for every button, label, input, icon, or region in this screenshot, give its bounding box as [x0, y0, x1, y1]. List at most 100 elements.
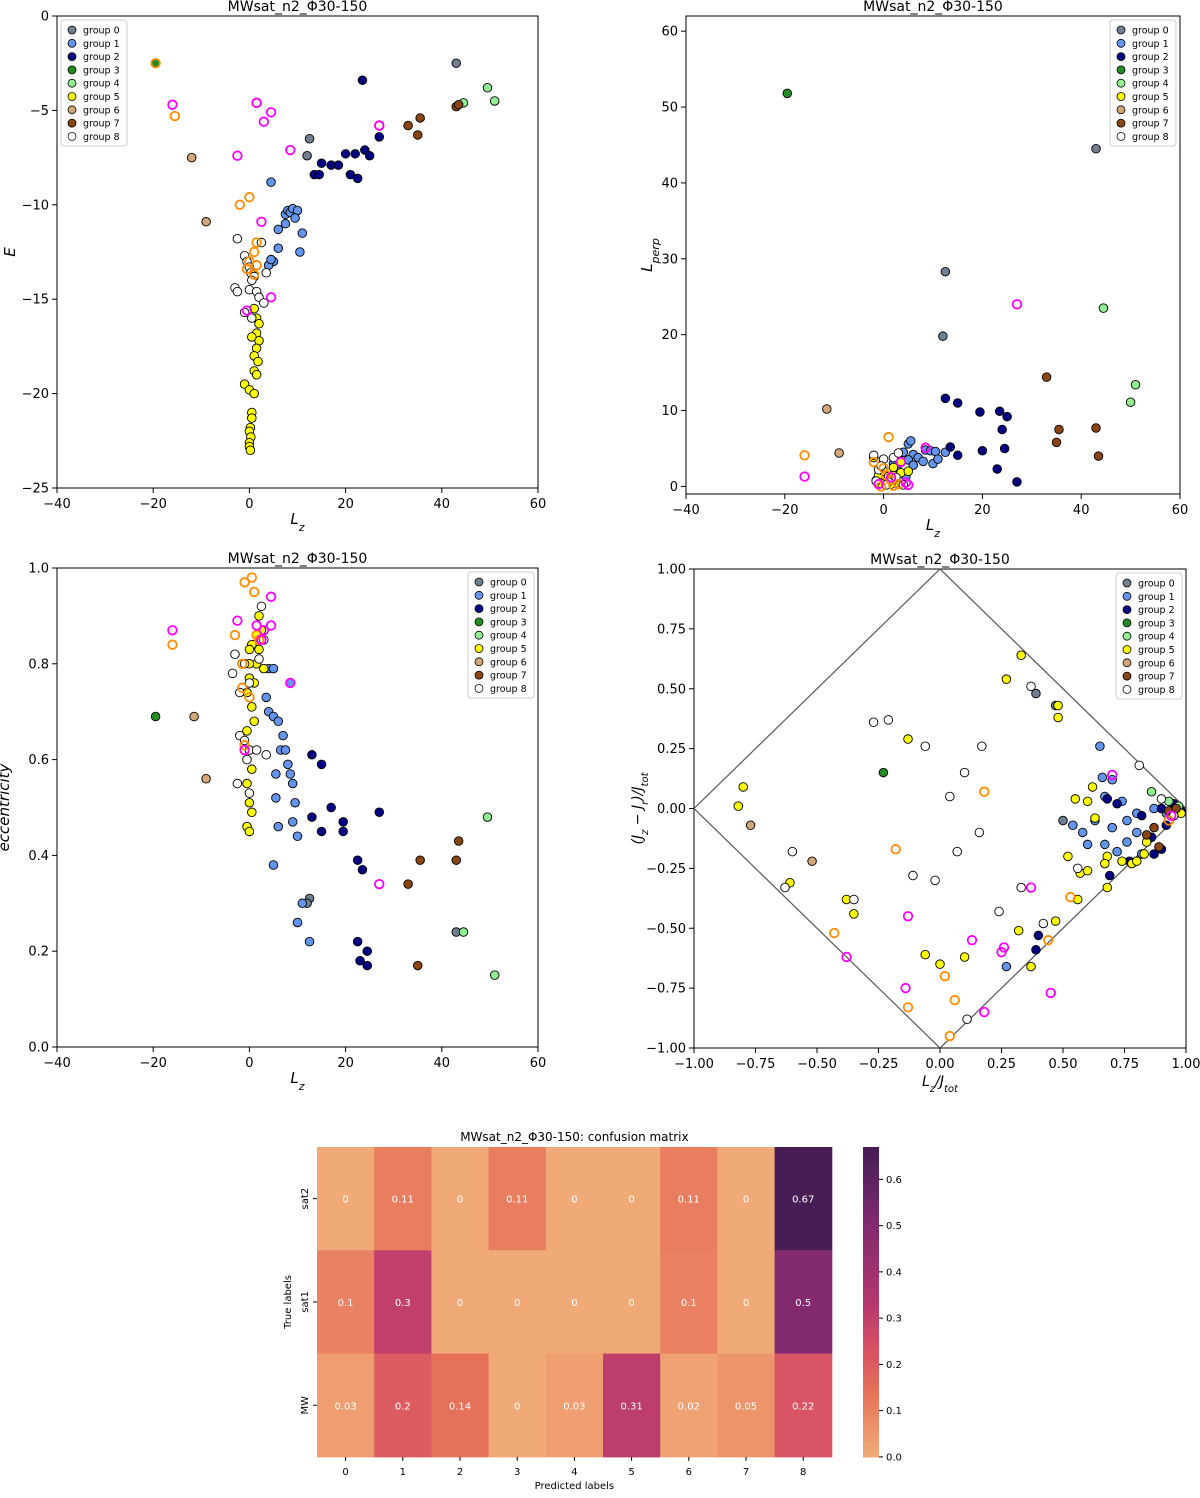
- legend-marker-group-8: [1122, 685, 1132, 694]
- colorbar-segment: [863, 1441, 879, 1448]
- heatmap-cell: [660, 1353, 718, 1458]
- data-point-group-2: [316, 826, 327, 837]
- y-axis-label: (Jz − Jr)/Jtot: [630, 771, 651, 844]
- colorbar-segment: [863, 1400, 879, 1406]
- sat1-highlight-point: [167, 625, 178, 636]
- legend-marker-group-6: [1116, 105, 1126, 115]
- data-point-group-5: [1026, 961, 1036, 972]
- data-point-group-5: [247, 764, 257, 774]
- legend-marker-group-7: [474, 670, 484, 680]
- sat1-highlight-point: [232, 615, 243, 626]
- x-tick-label: −0.75: [736, 1057, 776, 1072]
- data-point-group-6: [186, 152, 197, 163]
- sat2-highlight-point: [246, 572, 258, 583]
- data-point-group-1: [1095, 741, 1105, 751]
- data-point-group-5: [247, 332, 257, 342]
- legend: group 0 group 1 group 2 group 3 group 4 group…: [1115, 572, 1183, 700]
- legend-marker-group-7: [1122, 671, 1132, 681]
- data-point-group-8: [930, 875, 940, 886]
- sat1-highlight-point: [1106, 769, 1118, 781]
- colorbar-segment: [863, 1239, 879, 1246]
- sat2-highlight-point: [251, 237, 262, 248]
- data-point-group-1: [271, 793, 281, 803]
- sat1-highlight-point: [258, 116, 270, 127]
- legend-label: group 0: [490, 578, 527, 589]
- heatmap-cell-value: 0: [743, 1298, 749, 1309]
- data-point-group-8: [977, 741, 987, 751]
- sat1-highlight-point: [1045, 987, 1056, 999]
- colorbar-segment: [863, 1147, 879, 1153]
- legend-label: group 3: [490, 617, 527, 628]
- data-point-group-1: [268, 663, 279, 674]
- x-tick-label: 1.00: [1172, 1057, 1200, 1072]
- data-point-group-8: [920, 741, 930, 751]
- x-tick-label: 0: [879, 503, 887, 518]
- data-point-group-8: [1026, 681, 1036, 692]
- x-tick-label: −20: [771, 503, 798, 518]
- data-point-group-2: [940, 393, 951, 404]
- heatmap-cell: [431, 1147, 490, 1251]
- colorbar-segment: [863, 1343, 879, 1350]
- sat2-highlight-point: [893, 478, 904, 490]
- data-point-group-0: [940, 266, 951, 277]
- sat2-highlight-point: [868, 456, 879, 468]
- colorbar-segment: [863, 1224, 879, 1231]
- legend: group 0 group 1 group 2 group 3 group 4 group…: [467, 571, 535, 699]
- legend-label: group 1: [490, 591, 527, 602]
- data-point-group-7: [1091, 423, 1101, 433]
- data-point-group-2: [374, 807, 385, 818]
- data-point-group-8: [849, 894, 859, 905]
- colorbar-segment: [863, 1425, 879, 1432]
- y-tick-label: 0: [670, 480, 678, 495]
- data-point-group-2: [952, 398, 963, 408]
- data-point-group-5: [254, 611, 264, 621]
- data-point-group-5: [244, 644, 255, 655]
- colorbar-segment: [863, 1384, 879, 1391]
- data-point-group-2: [316, 158, 327, 169]
- legend-marker-group-5: [1122, 645, 1132, 654]
- colorbar-segment: [863, 1162, 879, 1169]
- data-point-group-2: [1033, 930, 1044, 941]
- sat2-highlight-point: [236, 682, 248, 693]
- heatmap-cell-value: 0.11: [678, 1195, 700, 1206]
- sat1-highlight-point: [873, 478, 884, 490]
- legend-label: group 8: [490, 684, 527, 695]
- data-point-group-8: [242, 754, 252, 765]
- x-tick-label: −40: [672, 503, 699, 518]
- data-point-group-7: [403, 120, 413, 131]
- legend-marker-group-7: [1116, 118, 1126, 128]
- legend-marker-group-6: [1122, 658, 1132, 668]
- x-tick-label: 20: [337, 497, 354, 512]
- x-tick-label: 1: [400, 1467, 406, 1478]
- colorbar-segment: [863, 1219, 879, 1226]
- y-tick-label: 30: [661, 252, 678, 267]
- colorbar-segment: [863, 1420, 879, 1427]
- colorbar-segment: [863, 1234, 879, 1241]
- data-point-group-1: [1082, 839, 1093, 850]
- sat2-highlight-point: [244, 692, 255, 703]
- heatmap-cell-value: 0.1: [681, 1298, 697, 1309]
- legend-label: group 1: [83, 39, 120, 50]
- legend-marker-group-2: [67, 52, 77, 61]
- data-point-group-5: [244, 826, 255, 837]
- data-point-group-4: [458, 927, 469, 937]
- heatmap-cell-value: 0: [743, 1195, 749, 1206]
- colorbar-segment: [863, 1198, 879, 1205]
- sat1-highlight-point: [241, 305, 253, 316]
- data-point-group-1: [283, 759, 293, 770]
- sat2-highlight-point: [251, 260, 262, 271]
- y-tick-label: 20: [661, 328, 678, 343]
- data-point-group-0: [1091, 144, 1101, 154]
- x-tick-label: 20: [337, 1056, 354, 1071]
- legend: group 0 group 1 group 2 group 3 group 4 group…: [1109, 19, 1177, 147]
- heatmap-cell-value: 0.11: [506, 1195, 528, 1206]
- colorbar-segment: [863, 1167, 879, 1174]
- data-point-group-5: [1082, 796, 1093, 807]
- y-tick-label: sat2: [300, 1188, 311, 1210]
- data-point-group-2: [326, 802, 336, 813]
- heatmap-cell: [717, 1250, 776, 1355]
- colorbar-segment: [863, 1363, 879, 1370]
- data-point-group-2: [357, 865, 368, 875]
- colorbar-segment: [863, 1374, 879, 1381]
- x-tick-label: 40: [434, 497, 451, 512]
